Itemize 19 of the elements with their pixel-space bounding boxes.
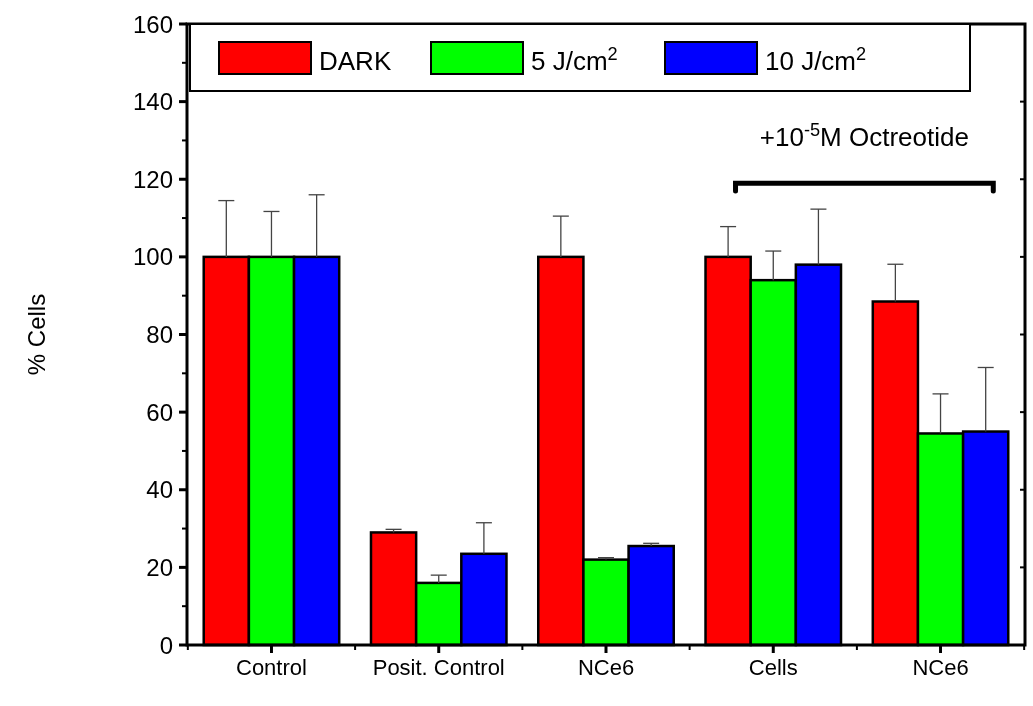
y-tick-label: 0 (159, 631, 173, 659)
y-tick-label: 20 (146, 553, 173, 581)
legend-label: DARK (319, 46, 392, 76)
y-tick-label: 160 (132, 10, 173, 38)
x-tick-label: Cells (748, 655, 798, 680)
y-tick-label: 40 (146, 476, 173, 504)
legend-label: 10 J/cm$^{2}$ (765, 44, 867, 76)
legend-label: 5 J/cm$^{2}$ (531, 44, 618, 76)
annotation: +10$^{-5}$M Octreotide (759, 120, 969, 153)
y-tick-label: 100 (132, 243, 173, 271)
y-tick-label: 80 (146, 321, 173, 348)
y-tick-label: 120 (132, 165, 173, 193)
x-tick-label: NCe6 (912, 655, 969, 680)
x-tick-label: Posit. Control (372, 655, 505, 680)
y-axis-title: % Cells (23, 293, 50, 376)
y-tick-label: 60 (146, 398, 173, 426)
x-tick-label: Control (236, 655, 307, 680)
y-tick-label: 140 (132, 88, 173, 116)
x-tick-label: NCe6 (577, 655, 635, 680)
